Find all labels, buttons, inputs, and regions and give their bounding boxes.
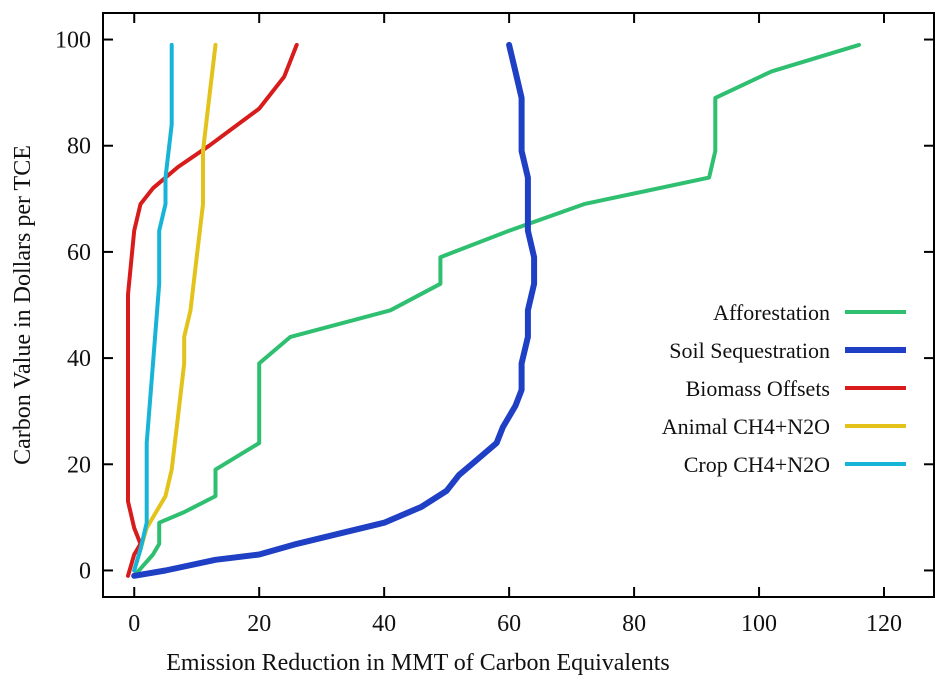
y-tick-label: 100: [55, 28, 91, 54]
y-tick-label: 40: [67, 346, 91, 372]
series-line-animal-ch4-n2o: [132, 42, 218, 573]
x-tick-label: 80: [622, 611, 646, 637]
series-line-crop-ch4-n2o: [132, 42, 174, 573]
y-tick-label: 20: [67, 452, 91, 478]
x-tick-label: 120: [866, 611, 902, 637]
y-tick-label: 80: [67, 134, 91, 160]
legend-label-animal-ch4-n2o: Animal CH4+N2O: [662, 414, 830, 439]
series-line-biomass-offsets: [126, 42, 299, 578]
x-tick-label: 40: [372, 611, 396, 637]
legend-label-afforestation: Afforestation: [713, 300, 830, 325]
x-tick-label: 0: [128, 611, 140, 637]
series-line-afforestation: [132, 42, 861, 578]
legend-label-biomass-offsets: Biomass Offsets: [686, 376, 830, 401]
x-tick-label: 60: [497, 611, 521, 637]
plot-frame: [102, 12, 935, 598]
y-tick-label: 60: [67, 240, 91, 266]
y-axis-label: Carbon Value in Dollars per TCE: [10, 145, 36, 465]
x-tick-label: 20: [247, 611, 271, 637]
legend-label-soil-sequestration: Soil Sequestration: [669, 338, 830, 363]
series-line-soil-sequestration: [131, 41, 538, 579]
legend: Afforestation Soil Sequestration Biomass O…: [662, 300, 906, 477]
x-axis-label: Emission Reduction in MMT of Carbon Equi…: [166, 650, 670, 676]
series-layer: [126, 41, 861, 579]
x-tick-label: 100: [741, 611, 777, 637]
legend-label-crop-ch4-n2o: Crop CH4+N2O: [684, 452, 830, 477]
ticks-layer: 0 20 40 60 80 100 120 0 20 40 60 80 100: [55, 13, 934, 637]
y-tick-label: 0: [79, 558, 91, 584]
